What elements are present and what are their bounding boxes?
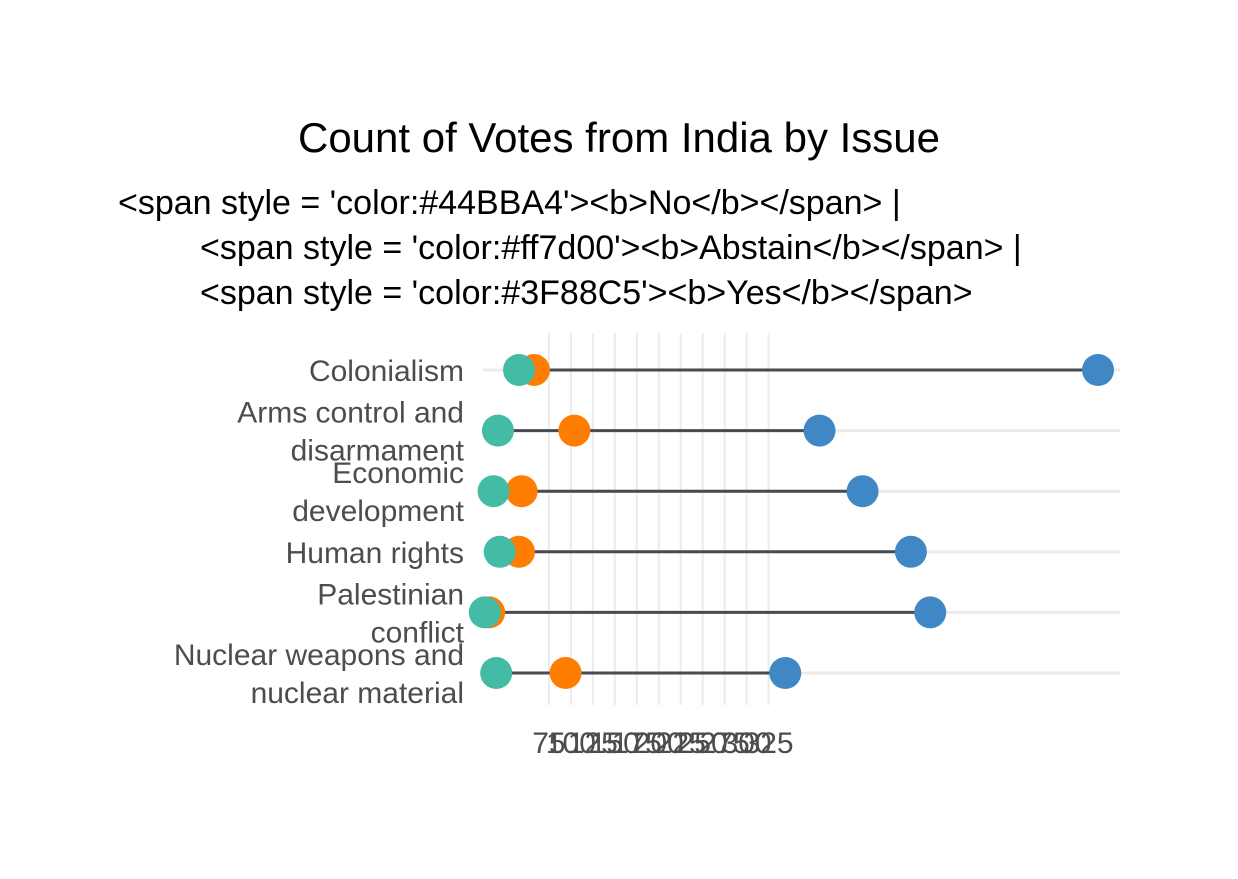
point-yes-3 [894, 535, 927, 568]
point-no-1 [481, 414, 514, 447]
subtitle-line-1: <span style = 'color:#44BBA4'><b>No</b><… [118, 184, 901, 222]
point-yes-0 [1082, 354, 1115, 386]
point-yes-5 [769, 657, 802, 689]
category-label-2-1: development [292, 495, 464, 528]
x-tick-label-7: 250 [678, 727, 728, 760]
category-label-0-0: Colonialism [309, 355, 464, 388]
point-no-0 [503, 354, 536, 386]
x-tick-label-6: 225 [656, 727, 706, 760]
x-tick-label-5: 200 [634, 727, 684, 760]
category-label-4-1: conflict [371, 616, 465, 649]
data-points [468, 354, 1115, 689]
category-label-5-0: Nuclear weapons and [174, 639, 464, 672]
x-tick-label-8: 275 [700, 727, 750, 760]
point-yes-2 [846, 475, 879, 508]
category-label-3-0: Human rights [286, 537, 464, 570]
point-yes-1 [803, 414, 836, 447]
category-label-2-0: Economic [332, 457, 464, 490]
vertical-gridlines [547, 333, 770, 705]
x-tick-label-1: 100 [546, 727, 596, 760]
point-no-4 [468, 596, 501, 629]
point-abstain-2 [505, 475, 538, 508]
subtitle-line-3: <span style = 'color:#3F88C5'><b>Yes</b>… [200, 274, 973, 312]
point-no-3 [483, 535, 516, 568]
x-tick-label-9: 300 [722, 727, 772, 760]
category-label-4-0: Palestinian [317, 578, 464, 611]
category-label-1-1: disarmament [291, 435, 465, 468]
category-label-1-0: Arms control and [237, 397, 464, 430]
point-no-5 [480, 657, 513, 689]
chart-subtitle: <span style = 'color:#44BBA4'><b>No</b><… [118, 184, 1022, 312]
category-label-5-1: nuclear material [251, 677, 464, 710]
y-axis-labels: Colonialism Arms control and disarmamentEc… [174, 355, 465, 710]
x-tick-label-0: 75 [532, 727, 565, 760]
point-abstain-1 [558, 414, 591, 447]
point-no-2 [477, 475, 510, 508]
x-tick-label-2: 125 [568, 727, 618, 760]
point-abstain-5 [549, 657, 582, 689]
point-yes-4 [914, 596, 947, 629]
x-tick-label-10: 325 [744, 727, 794, 760]
x-tick-label-4: 175 [612, 727, 662, 760]
chart-title: Count of Votes from India by Issue [298, 114, 940, 161]
x-tick-label-3: 150 [590, 727, 640, 760]
subtitle-line-2: <span style = 'color:#ff7d00'><b>Abstain… [200, 229, 1022, 267]
dumbbell-segments [484, 368, 1099, 675]
